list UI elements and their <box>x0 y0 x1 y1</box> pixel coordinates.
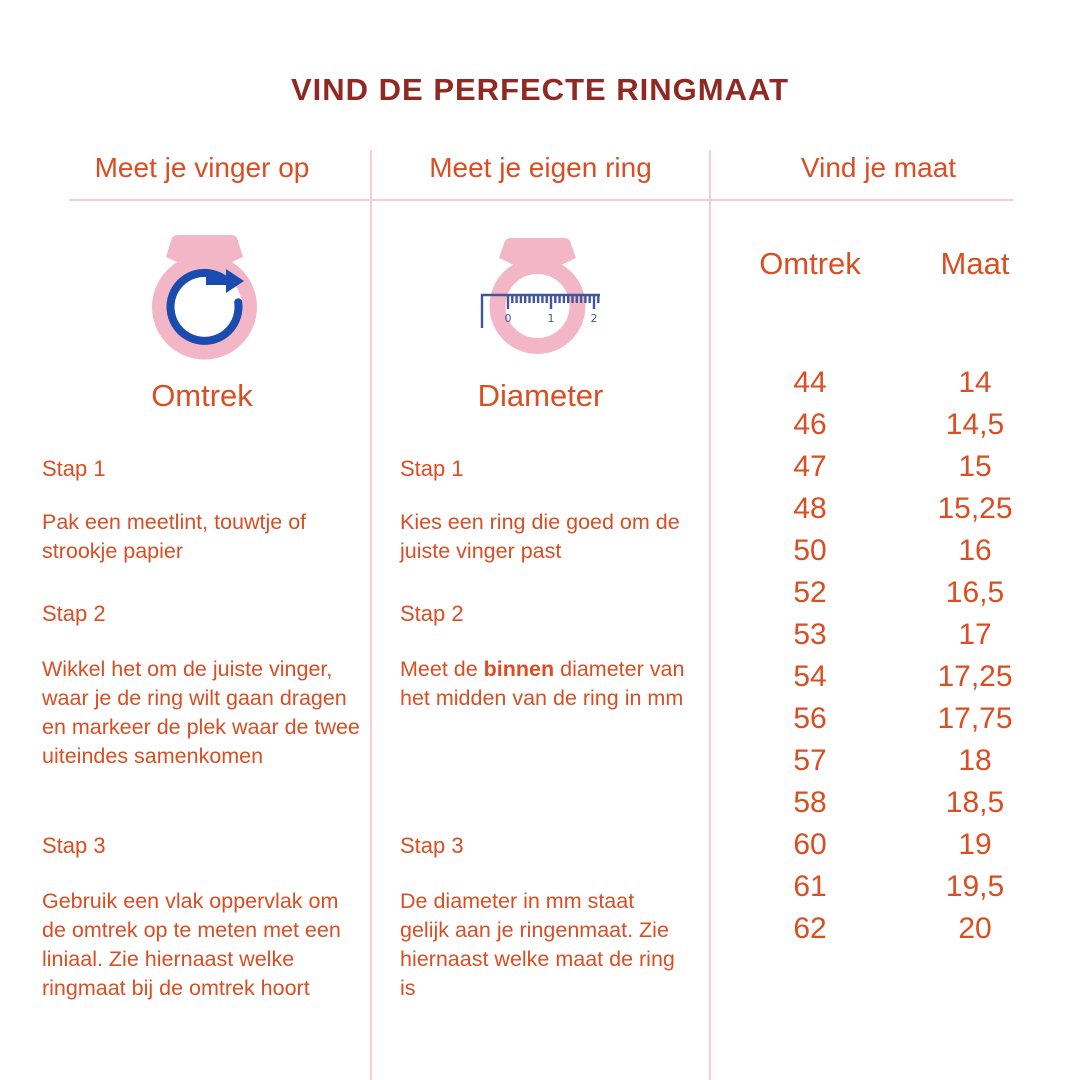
page-title: VIND DE PERFECTE RINGMAAT <box>290 72 790 107</box>
omtrek-value: 50 <box>793 534 827 567</box>
step-text-part: Meet de <box>400 657 484 681</box>
omtrek-value: 54 <box>793 660 827 693</box>
maat-value: 17,25 <box>937 660 1013 693</box>
ruler-label-1: 1 <box>548 312 555 325</box>
maat-value: 18 <box>958 744 992 777</box>
maat-value: 14,5 <box>945 408 1005 441</box>
maat-value: 17,75 <box>937 702 1013 735</box>
size-table-header-maat: Maat <box>940 246 1010 281</box>
step-text: Wikkel het om de juiste vinger, waar je … <box>42 657 360 768</box>
step-title: Stap 2 <box>400 601 464 626</box>
step-text: De diameter in mm staat gelijk aan je ri… <box>400 889 675 1000</box>
omtrek-value: 62 <box>793 912 827 945</box>
omtrek-value: 56 <box>793 702 827 735</box>
method-label-omtrek: Omtrek <box>151 378 253 413</box>
step-text: Kies een ring die goed om de juiste ving… <box>400 510 680 563</box>
circumference-ring-icon <box>152 235 257 360</box>
step-text-bold: binnen <box>483 657 555 681</box>
size-table-header: Omtrek Maat <box>730 246 1060 282</box>
diameter-ring-icon: 0 1 2 <box>480 238 600 354</box>
step-title: Stap 1 <box>42 456 106 481</box>
column-header-finger: Meet je vinger op <box>94 152 310 183</box>
size-table-body: 44 14 46 14,5 47 15 48 15,25 50 16 52 16,5 53 17 54 17,… <box>730 362 1060 950</box>
maat-value: 15,25 <box>937 492 1013 525</box>
ring-band <box>489 258 586 354</box>
omtrek-value: 52 <box>793 576 827 609</box>
column-header-find-size: Vind je maat <box>800 152 957 183</box>
column-header-own-ring: Meet je eigen ring <box>429 152 652 183</box>
maat-value: 14 <box>958 366 992 399</box>
size-table-header-omtrek: Omtrek <box>759 246 861 281</box>
ruler-icon <box>480 293 600 328</box>
omtrek-value: 58 <box>793 786 827 819</box>
maat-value: 15 <box>958 450 992 483</box>
step-title: Stap 3 <box>400 833 464 858</box>
step-text: Meet de binnen diameter van het midden v… <box>400 655 685 713</box>
ruler-label-2: 2 <box>591 312 598 325</box>
maat-value: 19,5 <box>945 870 1005 903</box>
step-title: Stap 2 <box>42 601 106 626</box>
omtrek-value: 60 <box>793 828 827 861</box>
maat-value: 18,5 <box>945 786 1005 819</box>
maat-value: 20 <box>958 912 992 945</box>
header-underline <box>69 199 1013 201</box>
step-text: Gebruik een vlak oppervlak om de omtrek … <box>42 889 341 1000</box>
column-divider-right <box>709 150 711 1080</box>
step-title: Stap 3 <box>42 833 106 858</box>
omtrek-value: 47 <box>793 450 827 483</box>
step-text: Pak een meetlint, touwtje of strookje pa… <box>42 510 307 563</box>
maat-value: 19 <box>958 828 992 861</box>
step-text-part: diameter van het midden van de ring in m… <box>400 657 685 710</box>
step-title: Stap 1 <box>400 456 464 481</box>
method-label-diameter: Diameter <box>477 378 604 413</box>
omtrek-value: 57 <box>793 744 827 777</box>
column-divider-left <box>370 150 372 1080</box>
ruler-label-0: 0 <box>505 312 512 325</box>
omtrek-value: 61 <box>793 870 827 903</box>
omtrek-value: 48 <box>793 492 827 525</box>
maat-value: 16 <box>958 534 992 567</box>
omtrek-value: 46 <box>793 408 827 441</box>
omtrek-value: 44 <box>793 366 827 399</box>
rotation-arrow-icon <box>166 268 243 345</box>
omtrek-value: 53 <box>793 618 827 651</box>
maat-value: 17 <box>958 618 992 651</box>
maat-value: 16,5 <box>945 576 1005 609</box>
